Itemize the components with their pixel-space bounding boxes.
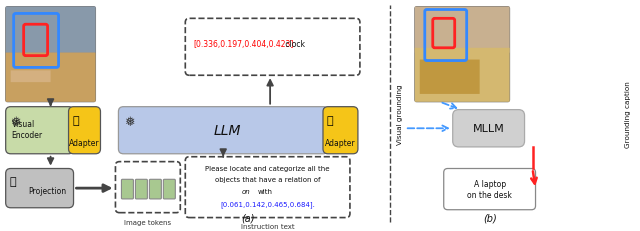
- Text: ❅: ❅: [124, 115, 135, 128]
- FancyBboxPatch shape: [6, 53, 95, 102]
- FancyBboxPatch shape: [163, 179, 175, 199]
- FancyBboxPatch shape: [149, 179, 161, 199]
- Text: Please locate and categorize all the: Please locate and categorize all the: [205, 165, 330, 171]
- Text: Image tokens: Image tokens: [124, 219, 171, 225]
- Text: clock: clock: [283, 40, 305, 49]
- FancyBboxPatch shape: [323, 107, 358, 154]
- Text: 🔥: 🔥: [10, 176, 16, 187]
- Text: Grounding caption: Grounding caption: [625, 81, 631, 147]
- Text: [0.336,0.197,0.404,0.423]: [0.336,0.197,0.404,0.423]: [193, 40, 294, 49]
- Text: [0.061,0.142,0.465,0.684].: [0.061,0.142,0.465,0.684].: [220, 200, 315, 207]
- Text: Adapter: Adapter: [69, 138, 100, 147]
- FancyBboxPatch shape: [415, 8, 509, 102]
- FancyBboxPatch shape: [6, 8, 95, 102]
- FancyBboxPatch shape: [6, 8, 95, 53]
- FancyBboxPatch shape: [415, 8, 509, 53]
- FancyBboxPatch shape: [420, 60, 479, 94]
- Text: Instruction text: Instruction text: [241, 223, 294, 229]
- Text: Projection: Projection: [29, 186, 67, 195]
- FancyBboxPatch shape: [122, 179, 133, 199]
- FancyBboxPatch shape: [136, 179, 147, 199]
- Text: 🔥: 🔥: [72, 115, 79, 125]
- FancyBboxPatch shape: [415, 49, 509, 102]
- FancyBboxPatch shape: [6, 107, 74, 154]
- Text: on: on: [242, 188, 251, 194]
- Text: 🔥: 🔥: [327, 115, 333, 125]
- Text: Adapter: Adapter: [324, 138, 355, 147]
- FancyBboxPatch shape: [444, 169, 536, 210]
- Text: with: with: [258, 188, 273, 194]
- FancyBboxPatch shape: [118, 107, 328, 154]
- Text: Visual grounding: Visual grounding: [397, 84, 403, 144]
- FancyBboxPatch shape: [68, 107, 100, 154]
- FancyBboxPatch shape: [452, 110, 525, 147]
- FancyBboxPatch shape: [6, 169, 74, 208]
- Text: LLM: LLM: [214, 124, 241, 138]
- Text: (b): (b): [483, 213, 497, 222]
- Text: MLLM: MLLM: [473, 124, 504, 134]
- Text: Visual
Encoder: Visual Encoder: [12, 120, 43, 140]
- Text: (a): (a): [241, 213, 255, 222]
- Text: objects that have a relation of: objects that have a relation of: [215, 176, 321, 182]
- FancyBboxPatch shape: [11, 71, 51, 83]
- Text: A laptop
on the desk: A laptop on the desk: [467, 180, 512, 199]
- Text: ❅: ❅: [10, 115, 20, 128]
